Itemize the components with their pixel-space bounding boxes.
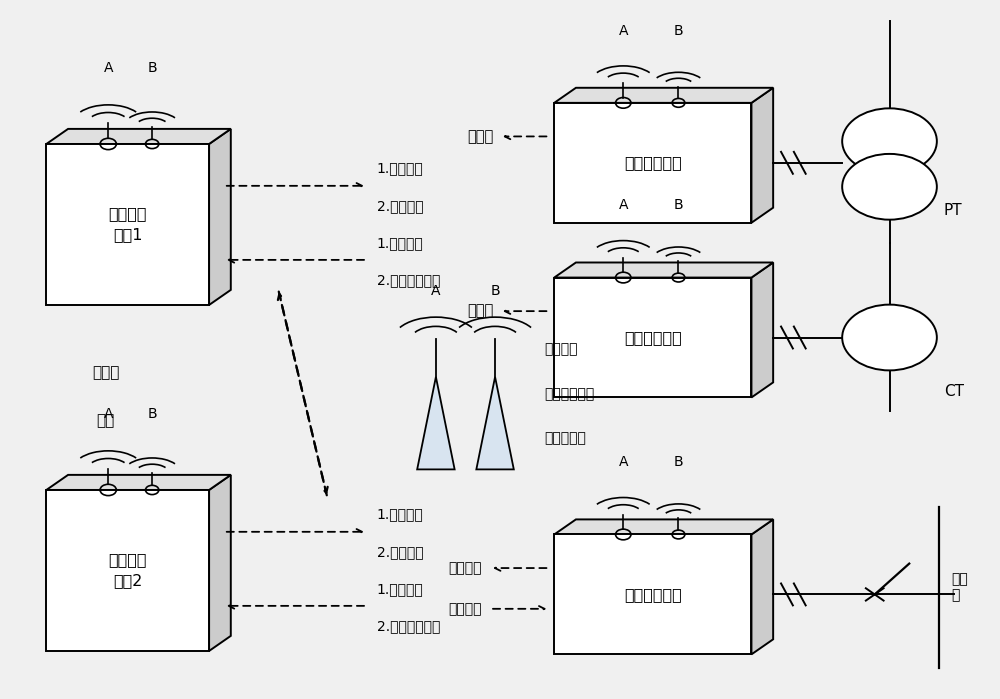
- Polygon shape: [751, 88, 773, 223]
- Circle shape: [842, 154, 937, 219]
- Polygon shape: [209, 129, 231, 305]
- Text: 信号: 信号: [96, 413, 115, 428]
- Text: B: B: [147, 408, 157, 421]
- Text: 2.电压、电流量: 2.电压、电流量: [377, 273, 440, 287]
- Text: 2.电压、电流量: 2.电压、电流量: [377, 619, 440, 633]
- Text: B: B: [147, 62, 157, 75]
- Text: 无线保护
装置1: 无线保护 装置1: [108, 206, 147, 243]
- Text: 电流量: 电流量: [467, 303, 493, 319]
- Polygon shape: [476, 377, 514, 470]
- Polygon shape: [554, 535, 751, 654]
- Text: A: A: [431, 284, 441, 298]
- Polygon shape: [46, 490, 209, 651]
- Polygon shape: [46, 129, 231, 144]
- Text: 1.开关状态: 1.开关状态: [377, 236, 423, 250]
- Text: 2.保护出口: 2.保护出口: [377, 545, 423, 559]
- Text: 无线合并单元: 无线合并单元: [624, 330, 682, 345]
- Text: 2.保护出口: 2.保护出口: [377, 199, 423, 213]
- Text: B: B: [674, 455, 683, 470]
- Text: A: A: [619, 24, 628, 38]
- Text: 断路
器: 断路 器: [952, 572, 968, 603]
- Polygon shape: [209, 475, 231, 651]
- Polygon shape: [554, 88, 773, 103]
- Text: 交换机及无线: 交换机及无线: [544, 387, 595, 401]
- Text: A: A: [103, 62, 113, 75]
- Text: 电压量: 电压量: [467, 129, 493, 144]
- Polygon shape: [46, 475, 231, 490]
- Text: B: B: [674, 199, 683, 212]
- Text: B: B: [674, 24, 683, 38]
- Text: 开关状态: 开关状态: [449, 561, 482, 575]
- Text: 联闭锁: 联闭锁: [92, 366, 119, 380]
- Text: A: A: [619, 455, 628, 470]
- Polygon shape: [751, 263, 773, 398]
- Text: B: B: [490, 284, 500, 298]
- Polygon shape: [554, 519, 773, 535]
- Polygon shape: [417, 377, 455, 470]
- Text: 1.保护信号: 1.保护信号: [377, 507, 423, 521]
- Text: 无线保护
装置2: 无线保护 装置2: [108, 552, 147, 589]
- Text: PT: PT: [944, 203, 962, 218]
- Text: A: A: [103, 408, 113, 421]
- Text: 保护出口: 保护出口: [449, 602, 482, 616]
- Text: 1.保护信号: 1.保护信号: [377, 161, 423, 175]
- Polygon shape: [554, 278, 751, 398]
- Text: 工业无线: 工业无线: [544, 343, 578, 356]
- Text: 无线智能终端: 无线智能终端: [624, 587, 682, 602]
- Text: 无线合并单元: 无线合并单元: [624, 155, 682, 171]
- Circle shape: [842, 305, 937, 370]
- Text: 1.开关状态: 1.开关状态: [377, 582, 423, 596]
- Polygon shape: [751, 519, 773, 654]
- Text: A: A: [619, 199, 628, 212]
- Circle shape: [842, 108, 937, 174]
- Polygon shape: [554, 263, 773, 278]
- Text: 同步时钟源: 同步时钟源: [544, 431, 586, 445]
- Polygon shape: [46, 144, 209, 305]
- Polygon shape: [554, 103, 751, 223]
- Text: CT: CT: [944, 384, 964, 399]
